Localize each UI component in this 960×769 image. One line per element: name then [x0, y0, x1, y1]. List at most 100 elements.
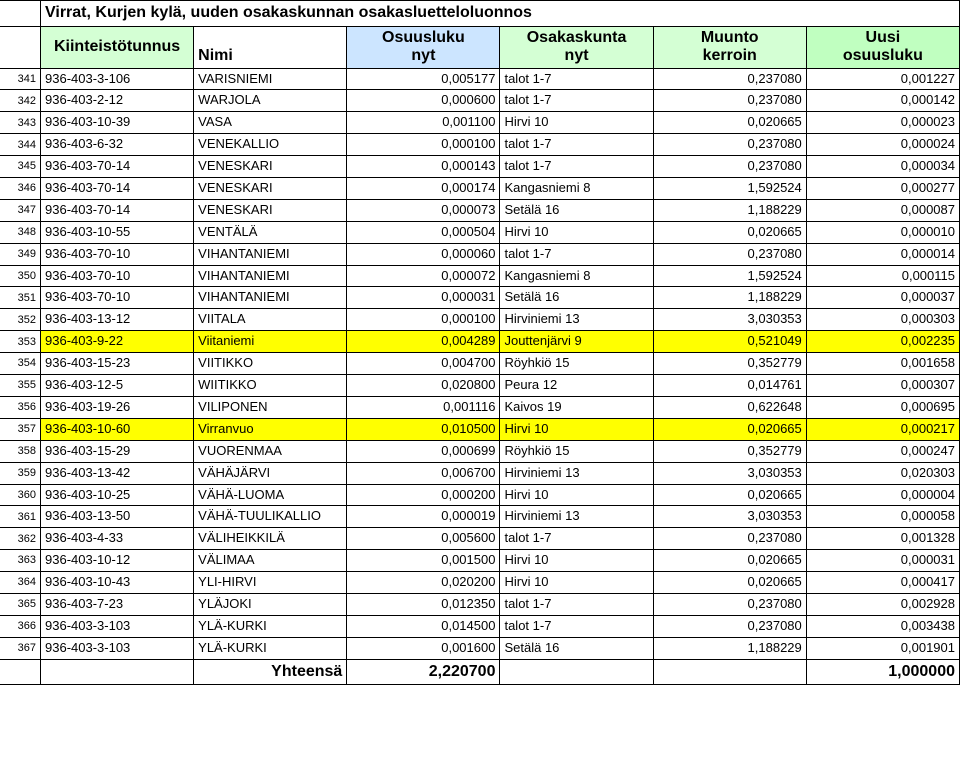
cell-osakaskunta-nyt: Hirviniemi 13 — [500, 309, 653, 331]
cell-kiinteistotunnus: 936-403-15-29 — [41, 440, 194, 462]
row-index: 353 — [0, 331, 41, 353]
col-header-kiinteistotunnus: Kiinteistötunnus — [41, 26, 194, 68]
row-index: 342 — [0, 90, 41, 112]
cell-osakaskunta-nyt: Röyhkiö 15 — [500, 353, 653, 375]
cell-osuusluku-nyt: 0,000143 — [347, 156, 500, 178]
cell-osakaskunta-nyt: Hirvi 10 — [500, 418, 653, 440]
cell-osuusluku-nyt: 0,000200 — [347, 484, 500, 506]
cell-nimi: VENESKARI — [194, 178, 347, 200]
cell-muuntokerroin: 0,622648 — [653, 396, 806, 418]
cell-muuntokerroin: 0,237080 — [653, 134, 806, 156]
cell-uusi-osuusluku: 0,000417 — [806, 572, 959, 594]
cell-muuntokerroin: 0,020665 — [653, 221, 806, 243]
cell-uusi-osuusluku: 0,000217 — [806, 418, 959, 440]
cell-osuusluku-nyt: 0,001600 — [347, 637, 500, 659]
cell-kiinteistotunnus: 936-403-3-106 — [41, 68, 194, 90]
row-index: 355 — [0, 375, 41, 397]
cell-uusi-osuusluku: 0,000087 — [806, 199, 959, 221]
table-row: 351936-403-70-10VIHANTANIEMI0,000031Setä… — [0, 287, 960, 309]
footer-row: Yhteensä2,2207001,000000 — [0, 659, 960, 685]
row-index: 346 — [0, 178, 41, 200]
cell-nimi: VÄLIMAA — [194, 550, 347, 572]
row-index: 367 — [0, 637, 41, 659]
cell-kiinteistotunnus: 936-403-10-60 — [41, 418, 194, 440]
cell-uusi-osuusluku: 0,000277 — [806, 178, 959, 200]
table-row: 345936-403-70-14VENESKARI0,000143talot 1… — [0, 156, 960, 178]
table-row: 357936-403-10-60Virranvuo0,010500Hirvi 1… — [0, 418, 960, 440]
cell-muuntokerroin: 0,014761 — [653, 375, 806, 397]
row-index: 364 — [0, 572, 41, 594]
cell-osuusluku-nyt: 0,000019 — [347, 506, 500, 528]
table-title: Virrat, Kurjen kylä, uuden osakaskunnan … — [41, 1, 960, 27]
data-table: Virrat, Kurjen kylä, uuden osakaskunnan … — [0, 0, 960, 685]
row-index: 341 — [0, 68, 41, 90]
col-header-uusi-osuusluku: Uusiosuusluku — [806, 26, 959, 68]
cell-uusi-osuusluku: 0,020303 — [806, 462, 959, 484]
cell-osakaskunta-nyt: Peura 12 — [500, 375, 653, 397]
cell-osakaskunta-nyt: Hirvi 10 — [500, 484, 653, 506]
cell-osakaskunta-nyt: Hirvi 10 — [500, 572, 653, 594]
row-index: 362 — [0, 528, 41, 550]
row-index: 349 — [0, 243, 41, 265]
cell-osuusluku-nyt: 0,000060 — [347, 243, 500, 265]
row-index: 347 — [0, 199, 41, 221]
cell-osuusluku-nyt: 0,014500 — [347, 615, 500, 637]
cell-muuntokerroin: 0,352779 — [653, 353, 806, 375]
cell-kiinteistotunnus: 936-403-10-25 — [41, 484, 194, 506]
cell-uusi-osuusluku: 0,000115 — [806, 265, 959, 287]
cell-osuusluku-nyt: 0,004289 — [347, 331, 500, 353]
table-row: 366936-403-3-103YLÄ-KURKI0,014500talot 1… — [0, 615, 960, 637]
table-row: 346936-403-70-14VENESKARI0,000174Kangasn… — [0, 178, 960, 200]
cell-osakaskunta-nyt: Setälä 16 — [500, 637, 653, 659]
cell-muuntokerroin: 0,020665 — [653, 112, 806, 134]
table-row: 365936-403-7-23YLÄJOKI0,012350talot 1-70… — [0, 593, 960, 615]
cell-uusi-osuusluku: 0,001328 — [806, 528, 959, 550]
cell-uusi-osuusluku: 0,000142 — [806, 90, 959, 112]
cell-nimi: Virranvuo — [194, 418, 347, 440]
table-row: 353936-403-9-22Viitaniemi0,004289Joutten… — [0, 331, 960, 353]
cell-kiinteistotunnus: 936-403-6-32 — [41, 134, 194, 156]
table-row: 343936-403-10-39VASA0,001100Hirvi 100,02… — [0, 112, 960, 134]
table-row: 341936-403-3-106VARISNIEMI0,005177talot … — [0, 68, 960, 90]
cell-nimi: VARISNIEMI — [194, 68, 347, 90]
cell-kiinteistotunnus: 936-403-9-22 — [41, 331, 194, 353]
cell-osakaskunta-nyt: Setälä 16 — [500, 199, 653, 221]
cell-kiinteistotunnus: 936-403-70-10 — [41, 265, 194, 287]
cell-nimi: VIHANTANIEMI — [194, 287, 347, 309]
row-index: 365 — [0, 593, 41, 615]
cell-kiinteistotunnus: 936-403-10-55 — [41, 221, 194, 243]
cell-nimi: VENESKARI — [194, 199, 347, 221]
table-row: 349936-403-70-10VIHANTANIEMI0,000060talo… — [0, 243, 960, 265]
table-row: 363936-403-10-12VÄLIMAA0,001500Hirvi 100… — [0, 550, 960, 572]
table-row: 359936-403-13-42VÄHÄJÄRVI0,006700Hirvini… — [0, 462, 960, 484]
cell-kiinteistotunnus: 936-403-12-5 — [41, 375, 194, 397]
cell-muuntokerroin: 0,237080 — [653, 593, 806, 615]
cell-muuntokerroin: 1,592524 — [653, 265, 806, 287]
cell-osuusluku-nyt: 0,020200 — [347, 572, 500, 594]
cell-nimi: VÄHÄ-TUULIKALLIO — [194, 506, 347, 528]
cell-nimi: WARJOLA — [194, 90, 347, 112]
cell-uusi-osuusluku: 0,000247 — [806, 440, 959, 462]
cell-nimi: VASA — [194, 112, 347, 134]
row-index: 358 — [0, 440, 41, 462]
cell-uusi-osuusluku: 0,002235 — [806, 331, 959, 353]
footer-empty — [500, 659, 653, 685]
table-row: 350936-403-70-10VIHANTANIEMI0,000072Kang… — [0, 265, 960, 287]
cell-kiinteistotunnus: 936-403-70-14 — [41, 178, 194, 200]
cell-muuntokerroin: 1,188229 — [653, 637, 806, 659]
cell-osakaskunta-nyt: talot 1-7 — [500, 68, 653, 90]
cell-muuntokerroin: 3,030353 — [653, 462, 806, 484]
cell-muuntokerroin: 1,188229 — [653, 199, 806, 221]
cell-osuusluku-nyt: 0,000504 — [347, 221, 500, 243]
cell-osuusluku-nyt: 0,001500 — [347, 550, 500, 572]
cell-nimi: YLÄ-KURKI — [194, 615, 347, 637]
cell-muuntokerroin: 0,352779 — [653, 440, 806, 462]
row-index: 357 — [0, 418, 41, 440]
cell-osakaskunta-nyt: Kaivos 19 — [500, 396, 653, 418]
cell-kiinteistotunnus: 936-403-7-23 — [41, 593, 194, 615]
cell-uusi-osuusluku: 0,000303 — [806, 309, 959, 331]
cell-nimi: YLÄJOKI — [194, 593, 347, 615]
cell-muuntokerroin: 3,030353 — [653, 309, 806, 331]
cell-osuusluku-nyt: 0,005600 — [347, 528, 500, 550]
cell-kiinteistotunnus: 936-403-3-103 — [41, 615, 194, 637]
